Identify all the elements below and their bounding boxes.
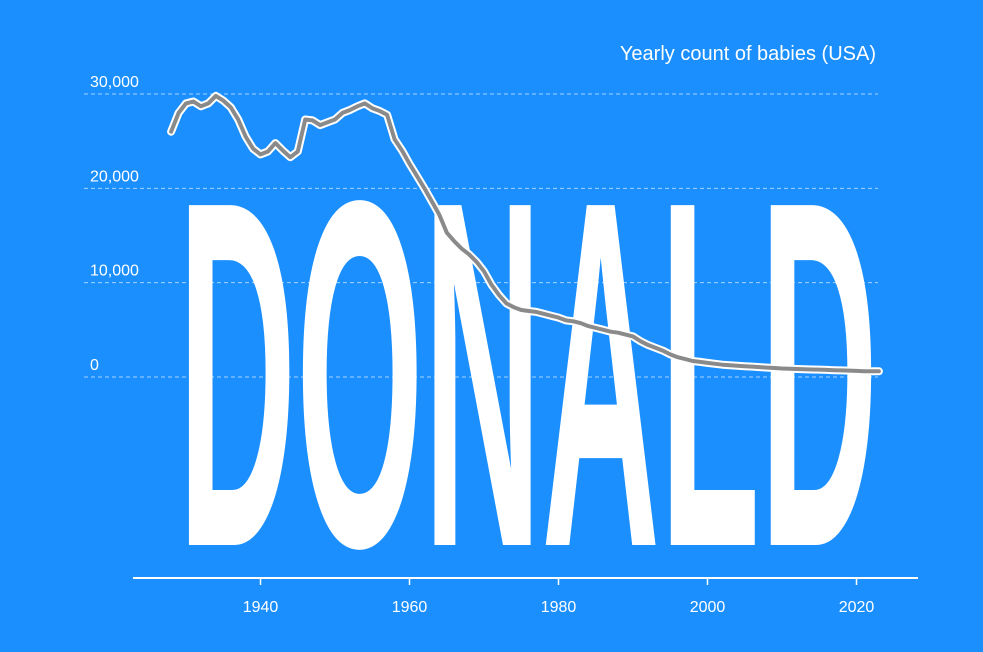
y-tick-label: 20,000 <box>90 168 139 185</box>
x-axis-ticks: 1940 1960 1980 2000 2020 <box>243 578 875 616</box>
x-tick-label: 1960 <box>392 599 428 616</box>
x-tick-label: 2000 <box>690 599 726 616</box>
series-line-path <box>169 93 881 374</box>
x-tick-label: 2020 <box>839 599 875 616</box>
y-tick-label: 10,000 <box>90 263 139 280</box>
gridlines <box>84 93 878 378</box>
x-tick-label: 1980 <box>541 599 577 616</box>
background-name-word: DONALD <box>178 99 878 650</box>
x-tick-label: 1940 <box>243 599 279 616</box>
series-line <box>167 91 883 376</box>
y-tick-label: 30,000 <box>90 74 139 91</box>
chart-title: Yearly count of babies (USA) <box>620 43 876 65</box>
y-axis-tick-labels: 0 10,000 20,000 30,000 <box>90 74 139 374</box>
y-tick-label: 0 <box>90 357 99 374</box>
